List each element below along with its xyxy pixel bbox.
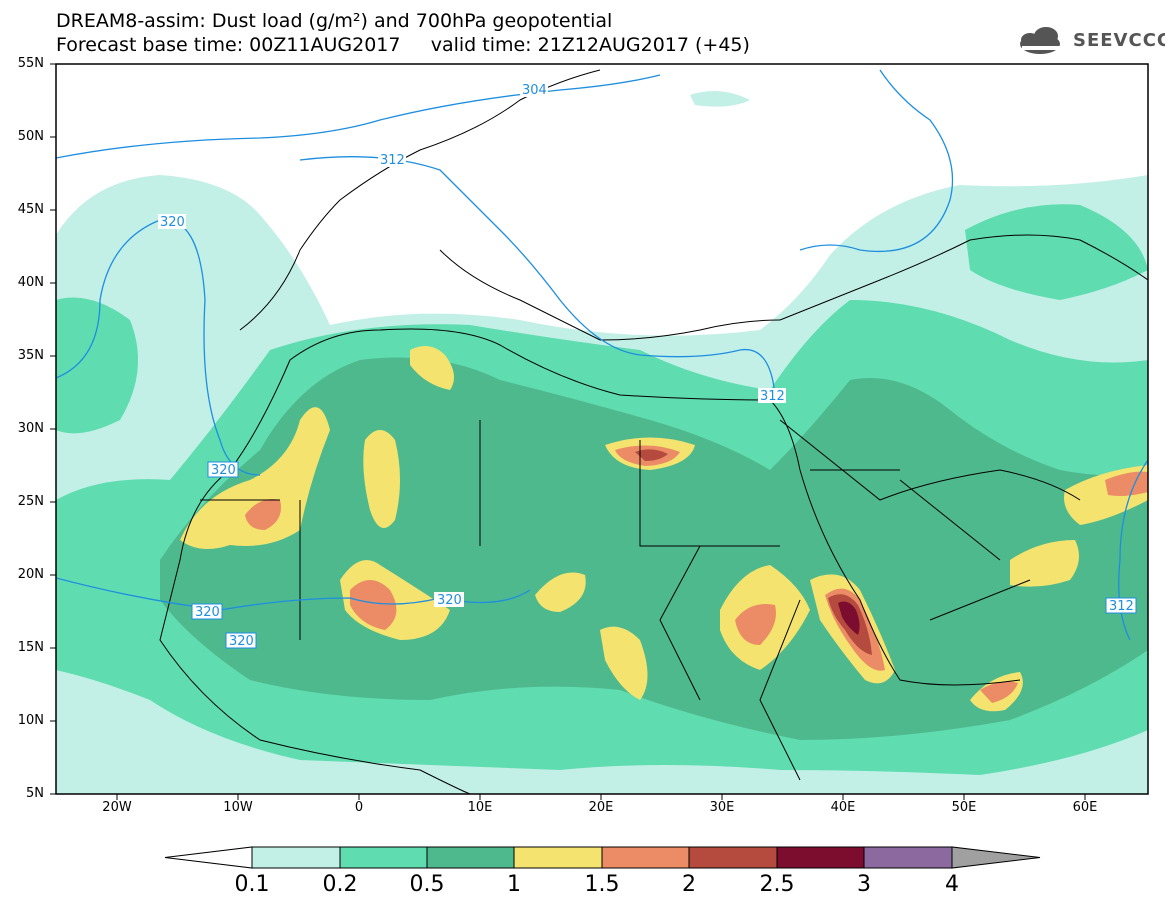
valid-time: valid time: 21Z12AUG2017 (+45) (430, 34, 750, 56)
colorbar-swatch (688, 846, 778, 869)
colorbar-swatch (339, 846, 428, 869)
dust-region-max (838, 601, 860, 635)
colorbar-swatch (426, 846, 515, 869)
lat-tick-label: 40N (17, 275, 44, 290)
lon-tick-label: 10E (467, 800, 493, 815)
lon-tick-label: 30E (709, 800, 735, 815)
chart-subtitle: Forecast base time: 00Z11AUG2017 valid t… (56, 34, 750, 56)
colorbar-label: 3 (857, 872, 871, 897)
colorbar-label: 1 (507, 872, 521, 897)
contour-label: 320 (160, 215, 185, 230)
lat-tick-label: 15N (17, 640, 44, 655)
colorbar-swatch (513, 846, 603, 869)
dust-region-mid (160, 357, 1148, 740)
dust-region-high (180, 407, 330, 549)
lat-tick-label: 55N (17, 56, 44, 71)
dust-region-high (600, 626, 648, 700)
lat-tick-label: 20N (17, 567, 44, 582)
dust-region-very-high (980, 681, 1018, 703)
colorbar-label: 2.5 (759, 872, 795, 897)
colorbar-swatch (601, 846, 690, 869)
dust-region-light (690, 91, 750, 107)
colorbar-label: 1.5 (584, 872, 620, 897)
lat-tick-label: 30N (17, 421, 44, 436)
dust-region-low (965, 204, 1148, 300)
logo-text: SEEVCCC (1073, 30, 1165, 51)
dust-region-high (1010, 540, 1079, 587)
lon-tick-label: 10W (223, 800, 253, 815)
colorbar-over-arrow (951, 846, 1041, 869)
colorbar-swatch (863, 846, 953, 869)
dust-region-high (535, 572, 586, 612)
dust-region-low (56, 297, 138, 434)
dust-region-high (410, 346, 454, 390)
contour-label: 312 (760, 389, 785, 404)
lon-tick-label: 0 (354, 800, 364, 815)
lon-tick-label: 20W (102, 800, 132, 815)
lat-tick-label: 25N (17, 494, 44, 509)
colorbar-label: 0.5 (409, 872, 445, 897)
contour-label: 320 (211, 463, 236, 478)
colorbar-label: 0.2 (322, 872, 358, 897)
lat-tick-label: 45N (17, 202, 44, 217)
dust-region-extreme (635, 449, 668, 461)
dust-region-very-high (350, 580, 397, 630)
cloud-icon (1020, 27, 1062, 54)
lat-tick-label: 5N (26, 786, 44, 801)
dust-region-high (363, 430, 400, 528)
lat-tick-label: 35N (17, 348, 44, 363)
colorbar-label: 0.1 (234, 872, 270, 897)
contour-label: 320 (195, 605, 220, 620)
colorbar-label: 4 (945, 872, 959, 897)
lon-tick-label: 50E (951, 800, 977, 815)
dust-region-very-high (735, 604, 776, 645)
contour-label: 320 (229, 634, 254, 649)
contour-label: 312 (380, 153, 405, 168)
colorbar-under-arrow (164, 846, 253, 869)
lon-tick-label: 60E (1072, 800, 1098, 815)
colorbar-label: 2 (682, 872, 696, 897)
contour-label: 304 (522, 83, 547, 98)
lat-tick-label: 50N (17, 129, 44, 144)
chart-title: DREAM8-assim: Dust load (g/m²) and 700hP… (56, 10, 613, 32)
colorbar (164, 846, 1041, 869)
geopotential-contours (56, 69, 1148, 641)
base-time: Forecast base time: 00Z11AUG2017 (56, 34, 401, 56)
lon-tick-label: 40E (830, 800, 856, 815)
contour-label: 320 (437, 593, 462, 608)
lat-tick-label: 10N (17, 713, 44, 728)
colorbar-swatch (776, 846, 865, 869)
colorbar-swatch (251, 846, 341, 869)
contour-label: 312 (1109, 599, 1134, 614)
lon-tick-label: 20E (588, 800, 614, 815)
dust-region-very-high (245, 499, 281, 530)
axis-ticks (50, 63, 1086, 800)
